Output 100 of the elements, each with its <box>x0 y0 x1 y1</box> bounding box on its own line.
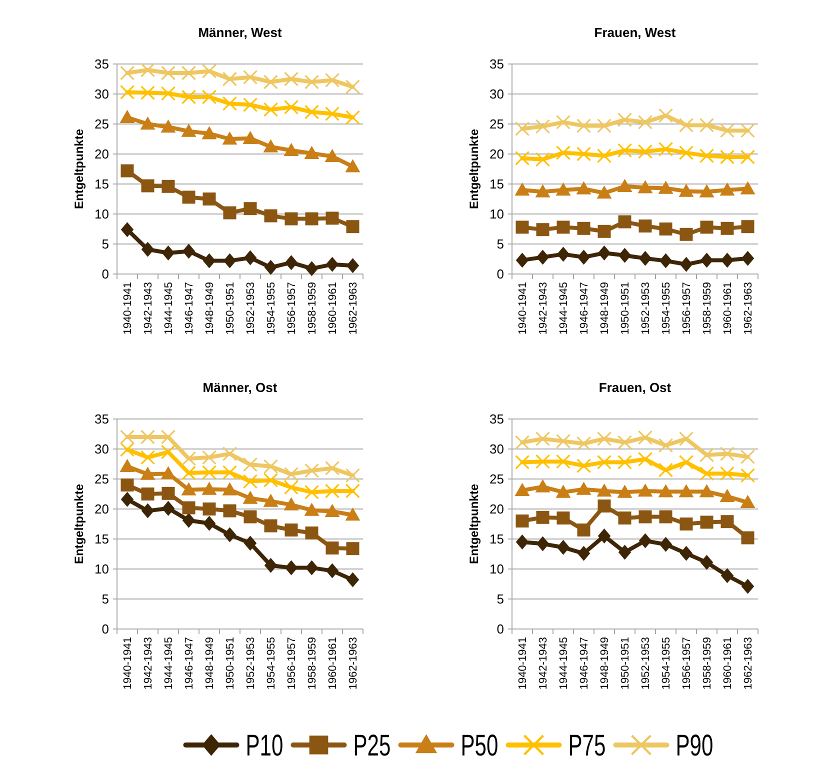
y-tick-label: 25 <box>94 116 109 132</box>
point <box>535 152 550 167</box>
point <box>140 116 156 130</box>
x-tick-label: 1956-1957 <box>286 282 298 335</box>
point <box>202 465 217 480</box>
x-tick-label: 1962-1963 <box>348 637 360 690</box>
point <box>617 454 632 470</box>
y-tick-label: 10 <box>94 206 109 222</box>
point <box>678 454 694 470</box>
x-tick-label: 1948-1949 <box>599 637 612 690</box>
point <box>181 90 196 104</box>
x-tick-label: 1960-1961 <box>722 637 734 690</box>
point <box>535 479 550 492</box>
chart-title: Männer, West <box>198 25 282 40</box>
x-tick-label: 1958-1959 <box>306 282 319 335</box>
y-tick-label: 35 <box>94 56 109 72</box>
point <box>181 451 196 466</box>
point <box>162 180 175 193</box>
point <box>680 546 693 561</box>
x-tick-label: 1946-1947 <box>184 282 196 335</box>
point <box>596 484 612 497</box>
point <box>222 482 238 496</box>
legend-label: P75 <box>568 730 622 762</box>
point <box>720 515 734 528</box>
point <box>535 184 550 198</box>
point <box>658 438 674 453</box>
x-tick-label: 1962-1963 <box>742 282 755 335</box>
point <box>618 512 632 524</box>
y-tick-label: 35 <box>490 56 504 72</box>
point <box>242 98 258 112</box>
point <box>700 554 714 570</box>
point <box>120 222 134 238</box>
point <box>596 432 612 446</box>
point <box>244 202 257 216</box>
point <box>141 179 154 192</box>
x-tick-label: 1962-1963 <box>348 282 360 335</box>
point <box>577 524 590 536</box>
y-tick-label: 30 <box>94 442 109 457</box>
point <box>304 463 320 478</box>
point <box>223 527 236 542</box>
chart-title: Frauen, Ost <box>598 380 672 395</box>
point <box>678 484 694 498</box>
x-tick-label: 1948-1949 <box>204 637 216 690</box>
point <box>617 484 632 498</box>
x-tick-label: 1958-1959 <box>306 637 319 690</box>
point <box>514 435 530 450</box>
x-tick-label: 1948-1949 <box>599 282 612 335</box>
point <box>120 84 135 100</box>
point <box>264 260 278 275</box>
point <box>678 432 694 446</box>
point <box>659 510 672 524</box>
point <box>345 508 360 521</box>
y-tick-label: 0 <box>496 622 504 637</box>
point <box>576 118 592 134</box>
point <box>618 248 632 263</box>
point <box>120 66 135 80</box>
point <box>202 502 216 516</box>
point <box>740 468 756 483</box>
y-tick-label: 20 <box>490 146 504 162</box>
chart-title: Männer, Ost <box>202 380 278 395</box>
point <box>242 457 258 472</box>
point <box>740 450 756 464</box>
point <box>305 526 318 540</box>
point <box>242 70 258 84</box>
point <box>535 119 550 134</box>
point <box>618 544 632 560</box>
x-tick-label: 1962-1963 <box>742 637 755 690</box>
point <box>326 563 339 578</box>
point <box>576 482 592 495</box>
point <box>741 578 754 594</box>
y-tick-label: 30 <box>490 86 504 102</box>
y-tick-label: 0 <box>102 622 109 637</box>
point <box>264 558 278 573</box>
point <box>720 488 735 502</box>
x-tick-label: 1952-1953 <box>640 637 652 690</box>
point <box>577 250 590 265</box>
x-tick-label: 1942-1943 <box>142 282 155 335</box>
y-tick-label: 10 <box>490 562 504 577</box>
point <box>596 454 612 470</box>
point <box>740 494 756 508</box>
point <box>222 446 238 462</box>
point <box>514 182 530 196</box>
point <box>326 212 339 225</box>
point <box>556 220 570 234</box>
point <box>345 159 360 172</box>
point <box>284 100 299 114</box>
x-tick-label: 1944-1945 <box>163 282 176 335</box>
point <box>284 560 298 576</box>
point <box>678 146 694 160</box>
point <box>202 126 217 140</box>
point <box>638 430 653 445</box>
point <box>202 516 216 531</box>
point <box>244 536 257 551</box>
x-tick-label: 1944-1945 <box>163 637 176 690</box>
point <box>740 123 756 138</box>
point <box>598 528 611 544</box>
point <box>324 106 340 122</box>
point <box>120 110 135 124</box>
y-tick-label: 0 <box>496 266 504 282</box>
point <box>576 436 592 451</box>
